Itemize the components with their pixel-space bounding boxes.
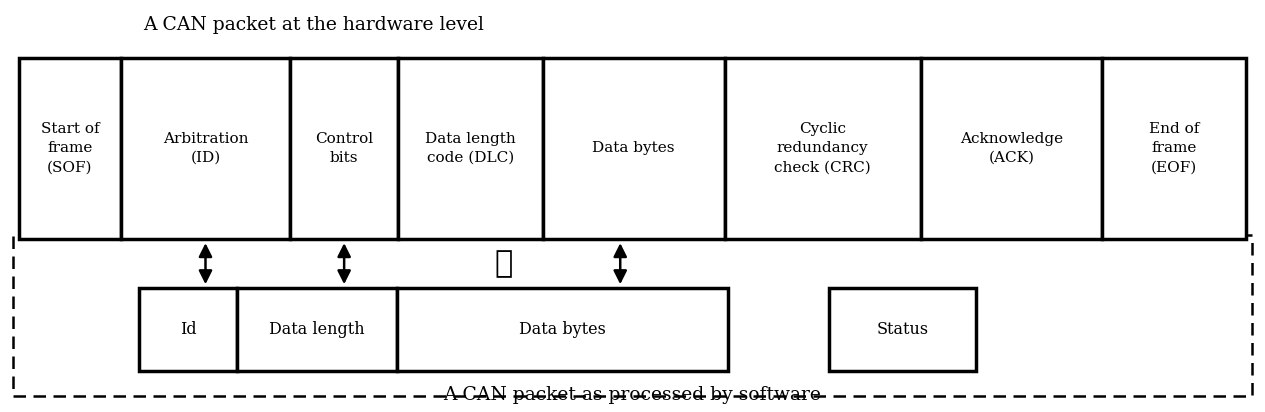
Bar (397, 288, 729, 371)
Text: Status: Status (877, 321, 929, 338)
Bar (13, 235, 1252, 396)
Bar (121, 58, 290, 239)
Text: Data bytes: Data bytes (592, 141, 676, 155)
Text: A CAN packet at the hardware level: A CAN packet at the hardware level (143, 16, 484, 35)
Bar (829, 288, 977, 371)
Text: Data bytes: Data bytes (519, 321, 606, 338)
Bar (1103, 58, 1246, 239)
Text: Acknowledge
(ACK): Acknowledge (ACK) (960, 131, 1063, 165)
Bar (725, 58, 921, 239)
Text: Data length: Data length (269, 321, 366, 338)
Bar (139, 288, 238, 371)
Text: Control
bits: Control bits (315, 131, 373, 165)
Bar (543, 58, 725, 239)
Text: Data length
code (DLC): Data length code (DLC) (425, 131, 516, 165)
Bar (290, 58, 398, 239)
Text: Arbitration
(ID): Arbitration (ID) (163, 131, 248, 165)
Text: ⋮: ⋮ (495, 248, 512, 279)
Text: A CAN packet as processed by software: A CAN packet as processed by software (444, 386, 821, 404)
Bar (398, 58, 543, 239)
Bar (921, 58, 1103, 239)
Text: Id: Id (180, 321, 196, 338)
Bar (19, 58, 121, 239)
Text: End of
frame
(EOF): End of frame (EOF) (1149, 122, 1199, 175)
Text: Cyclic
redundancy
check (CRC): Cyclic redundancy check (CRC) (774, 122, 872, 175)
Text: Start of
frame
(SOF): Start of frame (SOF) (40, 122, 99, 175)
Bar (238, 288, 397, 371)
